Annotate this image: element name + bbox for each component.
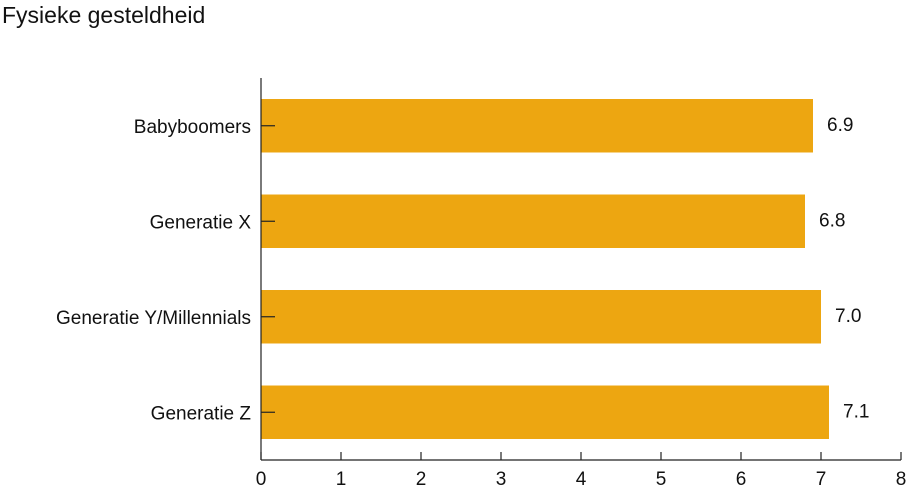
bar: [261, 290, 821, 344]
x-tick-label: 1: [336, 469, 347, 490]
y-tick-label: Generatie Z: [151, 403, 252, 424]
x-tick-label: 4: [576, 469, 587, 490]
value-label: 7.1: [843, 401, 869, 422]
x-tick-label: 3: [496, 469, 507, 490]
x-tick-label: 6: [736, 469, 747, 490]
x-tick-label: 7: [816, 469, 827, 490]
x-tick-label: 2: [416, 469, 427, 490]
value-label: 6.8: [819, 210, 845, 231]
x-tick-label: 8: [896, 469, 907, 490]
bar: [261, 194, 805, 248]
bar: [261, 99, 813, 153]
x-tick-label: 5: [656, 469, 667, 490]
value-label: 6.9: [827, 115, 853, 136]
y-tick-label: Generatie Y/Millennials: [56, 308, 251, 329]
y-tick-label: Generatie X: [150, 212, 252, 233]
x-tick-label: 0: [256, 469, 267, 490]
chart-title: Fysieke gesteldheid: [2, 2, 205, 28]
value-label: 7.0: [835, 306, 861, 327]
y-tick-label: Babyboomers: [134, 117, 251, 138]
bar: [261, 385, 829, 439]
